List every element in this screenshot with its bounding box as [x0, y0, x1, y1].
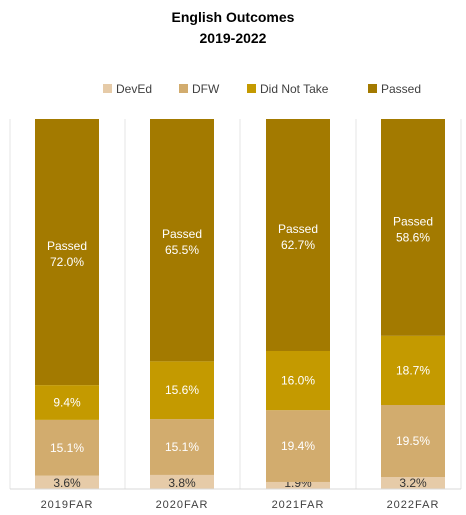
legend-label: DFW	[192, 82, 220, 96]
category-separators	[9, 119, 462, 489]
data-label: 19.4%	[281, 439, 315, 453]
bar-segment	[381, 335, 445, 406]
data-label: 9.4%	[53, 396, 81, 410]
legend-swatch	[247, 84, 256, 93]
plot-area: 3.6% 15.1% 9.4% Passed 72.0% 3.8% 15.1% 15.6% Pa…	[35, 119, 445, 490]
data-label: 3.6%	[53, 476, 81, 490]
bar-segment	[35, 119, 99, 386]
data-label: 3.2%	[399, 476, 427, 490]
legend-swatch	[368, 84, 377, 93]
legend-swatch	[179, 84, 188, 93]
bar-segment	[381, 405, 445, 478]
bar-segment	[266, 410, 330, 482]
data-label: Passed	[393, 214, 433, 228]
x-tick-label: 2019FAR	[41, 499, 94, 511]
x-tick-label: 2022FAR	[387, 499, 440, 511]
bar-segment	[35, 385, 99, 420]
data-label: 18.7%	[396, 363, 430, 377]
legend-label: Did Not Take	[260, 82, 329, 96]
x-axis: 2019FAR 2020FAR 2021FAR 2022FAR	[10, 488, 461, 511]
legend-label: Passed	[381, 82, 421, 96]
data-label: Passed	[278, 222, 318, 236]
data-label: 65.5%	[165, 243, 199, 257]
legend-label: DevEd	[116, 82, 152, 96]
bar-segment	[266, 119, 330, 351]
x-tick-label: 2020FAR	[156, 499, 209, 511]
bar-segment	[381, 119, 445, 336]
data-label: 58.6%	[396, 230, 430, 244]
data-label: 16.0%	[281, 374, 315, 388]
bar-segment	[381, 477, 445, 489]
bar-segment	[35, 475, 99, 489]
data-label: 72.0%	[50, 255, 84, 269]
data-label: 19.5%	[396, 434, 430, 448]
data-label: 62.7%	[281, 238, 315, 252]
data-label: 15.6%	[165, 383, 199, 397]
legend-swatch	[103, 84, 112, 93]
bar-segment	[35, 419, 99, 476]
bar-segment	[150, 119, 214, 362]
data-label: 3.8%	[168, 476, 196, 490]
bar-segment	[150, 361, 214, 420]
legend: DevEd DFW Did Not Take Passed	[103, 82, 421, 96]
chart-subtitle: 2019-2022	[200, 30, 267, 46]
x-tick-label: 2021FAR	[272, 499, 325, 511]
chart-title: English Outcomes	[172, 9, 295, 25]
bar-segment	[266, 481, 330, 489]
data-label: 15.1%	[165, 440, 199, 454]
bar-segment	[150, 419, 214, 475]
data-label: Passed	[162, 227, 202, 241]
data-label: 15.1%	[50, 441, 84, 455]
bar-segment	[266, 350, 330, 411]
data-label: Passed	[47, 239, 87, 253]
bar-segment	[150, 474, 214, 489]
